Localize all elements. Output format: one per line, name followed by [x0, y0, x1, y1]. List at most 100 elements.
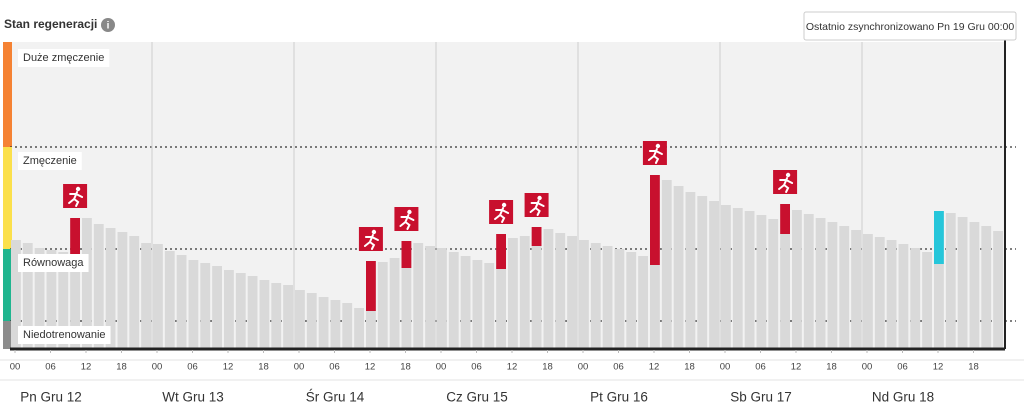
bar	[993, 231, 1003, 349]
bar	[235, 273, 246, 349]
bar	[614, 249, 625, 349]
zone-strip	[3, 249, 12, 321]
chart-title: Stan regeneracji	[4, 17, 97, 31]
training-bar	[650, 175, 660, 265]
bar	[567, 236, 577, 349]
x-tick-label: 00	[720, 362, 731, 373]
bar	[11, 240, 21, 349]
bar	[401, 243, 412, 349]
bar	[874, 237, 885, 349]
bar	[448, 252, 459, 349]
bar	[437, 248, 447, 349]
bar	[792, 210, 802, 349]
day-label: Sb Gru 17	[730, 390, 792, 405]
zone-strip	[3, 42, 12, 147]
bar	[188, 260, 199, 349]
bar	[200, 263, 211, 349]
training-icon-head	[537, 195, 542, 201]
bar	[709, 201, 719, 349]
bar	[212, 266, 222, 349]
info-icon[interactable]	[101, 18, 115, 32]
training-icon-head	[75, 186, 81, 192]
x-tick-label: 06	[329, 362, 340, 373]
training-bar	[496, 234, 506, 269]
zone-label: Duże zmęczenie	[23, 52, 104, 64]
bar	[46, 250, 57, 349]
bar	[650, 265, 660, 349]
bar	[626, 252, 637, 349]
x-tick-label: 12	[933, 362, 944, 373]
bar	[82, 218, 92, 349]
bar	[389, 258, 400, 349]
bar	[957, 217, 968, 349]
training-marker[interactable]	[642, 141, 667, 165]
bar	[602, 246, 613, 349]
bar	[590, 243, 601, 349]
bar	[259, 280, 270, 349]
x-tick-label: 18	[826, 362, 837, 373]
x-tick-label: 18	[116, 362, 127, 373]
bar	[247, 276, 258, 349]
bar	[839, 226, 850, 349]
bar	[295, 290, 305, 349]
bar	[744, 211, 755, 349]
x-tick-label: 12	[507, 362, 518, 373]
training-icon-figure	[68, 191, 84, 207]
bar	[934, 211, 944, 349]
bar	[898, 244, 909, 349]
day-label: Cz Gru 15	[446, 390, 508, 405]
training-icon-head	[501, 202, 507, 208]
bar	[803, 214, 814, 349]
x-tick-label: 06	[897, 362, 908, 373]
bar	[638, 256, 648, 349]
training-bar	[780, 204, 790, 234]
bar	[413, 243, 424, 349]
bar	[863, 234, 873, 349]
bar	[496, 266, 506, 349]
x-tick-label: 00	[152, 362, 163, 373]
bar	[685, 192, 696, 349]
x-tick-label: 12	[791, 362, 802, 373]
training-bar	[366, 261, 376, 311]
x-tick-label: 00	[578, 362, 589, 373]
training-bar	[531, 227, 542, 246]
bar	[283, 285, 293, 349]
training-icon-head	[785, 172, 791, 178]
zone-label: Zmęczenie	[23, 155, 77, 167]
day-label: Śr Gru 14	[306, 390, 365, 405]
training-marker[interactable]	[489, 200, 514, 224]
x-tick-label: 06	[45, 362, 56, 373]
zone-label-bg	[18, 152, 82, 170]
x-tick-label: 12	[649, 362, 660, 373]
training-icon-figure	[778, 177, 794, 193]
bar	[472, 260, 483, 349]
training-icon-figure	[399, 214, 415, 230]
training-marker[interactable]	[394, 207, 419, 231]
training-marker[interactable]	[63, 184, 88, 208]
x-tick-label: 12	[81, 362, 92, 373]
x-tick-label: 18	[968, 362, 979, 373]
training-marker[interactable]	[524, 193, 549, 217]
day-label: Wt Gru 13	[162, 390, 224, 405]
x-tick-label: 12	[365, 362, 376, 373]
training-marker[interactable]	[773, 170, 798, 194]
bar	[579, 240, 589, 349]
bar	[543, 229, 554, 349]
bar	[425, 246, 435, 349]
bar	[366, 311, 376, 349]
bar	[555, 233, 566, 349]
x-tick-label: 06	[613, 362, 624, 373]
x-tick-label: 00	[10, 362, 21, 373]
bar	[922, 252, 932, 349]
x-tick-label: 00	[862, 362, 873, 373]
bar	[93, 224, 104, 349]
header: Stan regeneracji i	[4, 17, 115, 32]
bar	[756, 215, 767, 349]
info-icon-glyph: i	[107, 21, 110, 32]
bar	[330, 300, 341, 349]
training-marker[interactable]	[358, 227, 383, 251]
bar	[697, 196, 708, 349]
bar	[58, 252, 69, 349]
zone-label: Niedotrenowanie	[23, 329, 106, 341]
training-icon-figure	[363, 234, 379, 250]
